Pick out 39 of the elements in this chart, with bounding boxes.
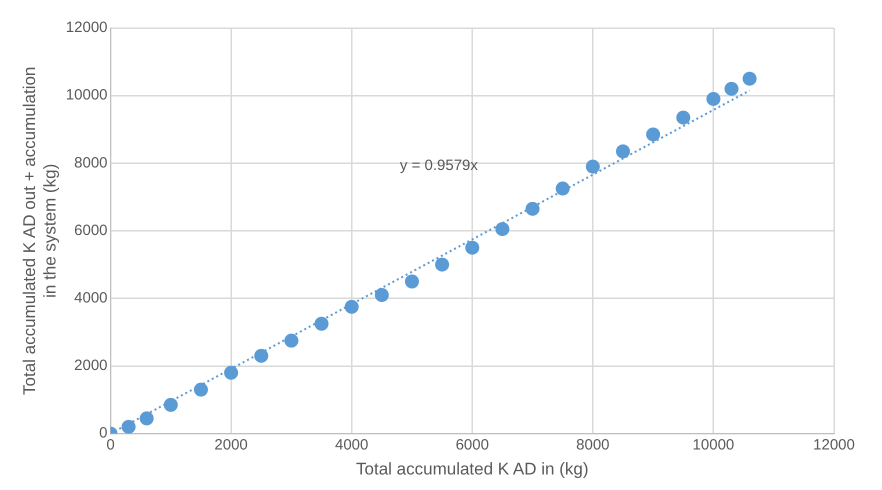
point	[140, 411, 154, 426]
annotation: y = 0.9579x	[400, 157, 478, 174]
y-tick-label: 8000	[74, 154, 108, 172]
y-tick-label: 0	[99, 424, 108, 442]
point	[465, 240, 480, 255]
point	[404, 274, 419, 288]
point	[742, 72, 757, 86]
point	[495, 222, 510, 236]
x-tick-label: 10000	[692, 436, 734, 454]
point	[706, 92, 720, 106]
point	[344, 300, 359, 314]
point	[314, 316, 329, 331]
point	[676, 110, 690, 125]
x-tick-label: 2000	[214, 436, 248, 454]
x-tick-label: 8000	[576, 436, 610, 454]
point	[284, 334, 298, 348]
point	[526, 202, 540, 216]
point	[556, 182, 570, 196]
y-tick-label: 10000	[66, 86, 108, 104]
point	[224, 366, 238, 380]
point	[586, 160, 600, 174]
y-tick-label: 4000	[74, 290, 108, 307]
y-tick-label: 6000	[74, 222, 108, 239]
point	[435, 258, 450, 272]
x-axis-title: Total accumulated K AD in (kg)	[356, 459, 588, 478]
x-tick-label: 4000	[334, 436, 368, 454]
point	[254, 348, 268, 363]
point	[194, 382, 208, 397]
point	[616, 144, 630, 158]
point	[164, 398, 178, 412]
x-tick-label: 6000	[456, 436, 489, 454]
y-tick-label: 12000	[66, 19, 108, 36]
y-axis-title: Total accumulated K AD out + accumulation in the system (kg)	[20, 66, 60, 395]
x-tick-label: 12000	[813, 436, 855, 454]
point	[374, 288, 389, 302]
point	[724, 82, 739, 96]
point	[646, 127, 660, 142]
y-tick-label: 2000	[74, 357, 108, 374]
point	[122, 420, 136, 434]
